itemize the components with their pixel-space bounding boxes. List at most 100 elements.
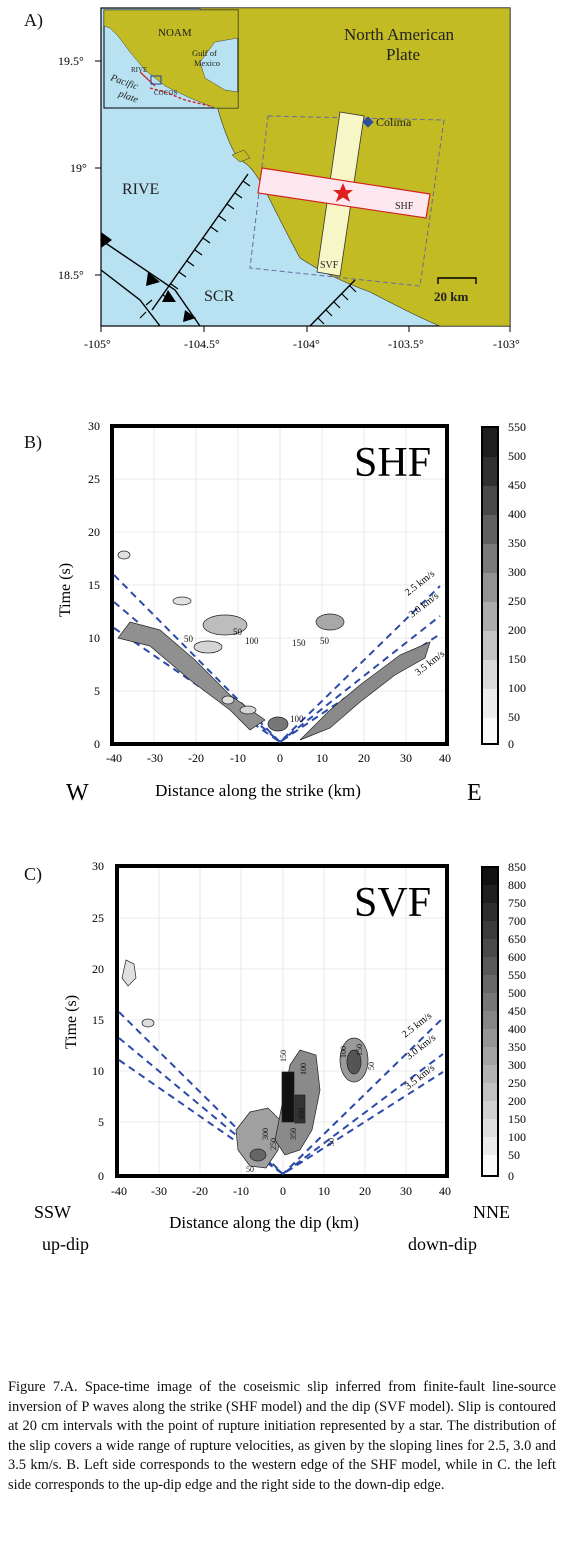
shf-colorbar-tick: 500 [508,449,526,463]
svf-contour-label: 50 [246,1165,254,1174]
svf-contour-label: 100 [339,1046,348,1058]
shf-colorbar-tick: 100 [508,681,526,695]
colima-label: Colima [376,115,412,129]
shf-y-tick: 30 [88,419,100,433]
svf-colorbar-tick: 750 [508,896,526,910]
rive-label: RIVE [122,181,159,198]
svf-colorbar-tick: 500 [508,986,526,1000]
svf-y-axis-title: Time (s) [63,995,80,1049]
trench-ticks [139,180,357,325]
shf-y-tick: 25 [88,472,100,486]
svf-x-tick: 20 [359,1184,371,1198]
svf-y-tick: 5 [98,1115,104,1129]
svf-x-tick: 30 [400,1184,412,1198]
svf-y-tick: 0 [98,1169,104,1183]
svf-colorbar-tick: 800 [508,878,526,892]
svf-colorbar-tick: 450 [508,1004,526,1018]
svf-colorbar-tick: 50 [508,1148,520,1162]
shf-colorbar-tick: 150 [508,652,526,666]
svf-y-tick: 20 [92,962,104,976]
shf-y-tick: 15 [88,578,100,592]
shf-x-tick: 0 [277,751,283,765]
shf-contour-label: 100 [290,714,304,724]
scale-bar-label: 20 km [434,289,468,304]
map-y-tick-2: 18.5° [58,268,84,282]
shf-colorbar [481,426,499,745]
map-figure: NOAM Gulf of Mexico Pacific plate RIVE C… [58,7,520,351]
svf-colorbar [481,866,499,1177]
shf-y-tick: 5 [94,684,100,698]
plate-label-line2: Plate [386,45,420,64]
shf-colorbar-tick: 300 [508,565,526,579]
svf-contour-label: 150 [355,1044,364,1056]
svf-contour-label: 400 [297,1108,306,1120]
svf-colorbar-tick: 300 [508,1058,526,1072]
svf-colorbar-tick: 0 [508,1169,514,1183]
panel-c-label: C) [24,864,42,884]
figure-caption: Figure 7.A. Space-time image of the cose… [8,1379,556,1493]
shf-colorbar-tick: 50 [508,710,520,724]
svf-colorbar-tick: 600 [508,950,526,964]
shf-y-axis-title: Time (s) [57,563,74,617]
svf-x-tick: -40 [111,1184,127,1198]
svf-colorbar-tick: 650 [508,932,526,946]
shf-colorbar-tick: 550 [508,420,526,434]
shf-model-name: SHF [354,440,431,486]
svf-y-tick: 30 [92,859,104,873]
map-y-tick-0: 19.5° [58,54,84,68]
map-x-tick-4: -103° [493,337,520,351]
shf-x-ticks: -40 -30 -20 -10 0 10 20 30 40 [106,751,451,765]
subduction-triangles [101,232,196,322]
svf-colorbar-tick: 700 [508,914,526,928]
svf-plot: 150 100 50 300 250 350 400 50 100 150 50… [34,859,526,1254]
svf-contour-label: 50 [367,1062,376,1070]
shf-contour-label: 50 [233,627,243,637]
shf-x-tick: -30 [147,751,163,765]
map-x-tick-3: -103.5° [388,337,424,351]
shf-colorbar-tick: 350 [508,536,526,550]
map-x-tick-1: -104.5° [184,337,220,351]
shf-left-direction: W [66,780,89,806]
svf-y-ticks: 30 25 20 15 10 5 0 [92,859,104,1183]
svf-colorbar-tick: 200 [508,1094,526,1108]
svf-contour-label: 100 [299,1063,308,1075]
shf-y-tick: 0 [94,737,100,751]
shf-x-tick: 30 [400,751,412,765]
svf-model-name: SVF [354,880,431,926]
svf-velocity-lines [118,1011,444,1176]
inset-noam: NOAM [158,27,192,39]
svf-x-tick: 40 [439,1184,451,1198]
shf-colorbar-tick: 400 [508,507,526,521]
inset-cocos: COCOS [154,89,177,97]
svf-contour-label: 350 [289,1128,298,1140]
inset-gulf-line2: Mexico [194,58,220,68]
svf-x-tick: 0 [280,1184,286,1198]
svf-right-direction: NNE [473,1202,510,1222]
shf-y-ticks: 30 25 20 15 10 5 0 [88,419,100,751]
shf-contour-label: 50 [184,634,194,644]
shf-x-tick: -20 [188,751,204,765]
shf-x-tick: 10 [316,751,328,765]
svf-colorbar-tick: 100 [508,1130,526,1144]
plate-label-line1: North American [344,25,454,44]
svf-y-tick: 10 [92,1064,104,1078]
svf-colorbar-tick: 350 [508,1040,526,1054]
shf-colorbar-ticks: 550 500 450 400 350 300 250 200 150 100 … [508,420,526,751]
shf-colorbar-tick: 450 [508,478,526,492]
svf-x-tick: -30 [151,1184,167,1198]
inset-rive: RIVE [131,66,147,74]
panel-b-label: B) [24,432,42,452]
inset-map: NOAM Gulf of Mexico Pacific plate RIVE C… [103,9,239,109]
shf-y-tick: 20 [88,525,100,539]
svf-colorbar-tick: 850 [508,860,526,874]
svf-colorbar-tick: 250 [508,1076,526,1090]
svf-contour-label: 250 [269,1138,278,1150]
scale-bar [437,277,477,284]
scr-label: SCR [204,288,235,305]
shf-x-tick: -10 [230,751,246,765]
svf-contour-label: 150 [279,1050,288,1062]
shf-label: SHF [395,201,414,212]
trench-lines [100,173,356,327]
shf-right-direction: E [467,780,482,806]
svf-y-tick: 15 [92,1013,104,1027]
